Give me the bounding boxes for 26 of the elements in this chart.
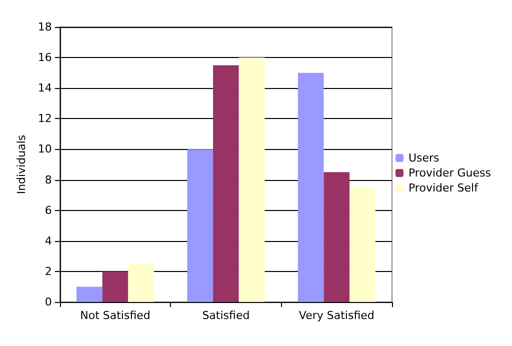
- legend-label: Provider Self: [408, 182, 480, 194]
- y-tick-label: 2: [44, 264, 52, 278]
- y-tick-label: 6: [44, 204, 52, 217]
- bar: [350, 187, 376, 302]
- legend-label: Users: [408, 152, 440, 164]
- bar: [238, 58, 265, 302]
- bar: [76, 286, 102, 302]
- bar: [213, 65, 239, 302]
- x-tick-label: Very Satisfied: [298, 309, 374, 322]
- x-tick-label: Satisfied: [202, 309, 250, 322]
- x-tick-label: Not Satisfied: [80, 309, 150, 322]
- y-tick-label: 8: [44, 173, 52, 186]
- y-tick-label: 0: [44, 296, 52, 308]
- bar: [324, 172, 350, 302]
- y-tick-label: 10: [38, 142, 52, 156]
- bar: [298, 72, 324, 302]
- bar: [128, 264, 154, 302]
- y-tick-label: 12: [38, 112, 52, 126]
- bar: [102, 271, 128, 302]
- legend-label: Provider Guess: [408, 166, 492, 180]
- y-tick-label: 16: [38, 51, 52, 64]
- y-axis-title: Individuals: [15, 134, 28, 194]
- y-tick-label: 18: [38, 20, 52, 34]
- y-tick-label: 14: [38, 82, 52, 95]
- y-tick-label: 4: [44, 234, 52, 248]
- bar: [187, 149, 214, 302]
